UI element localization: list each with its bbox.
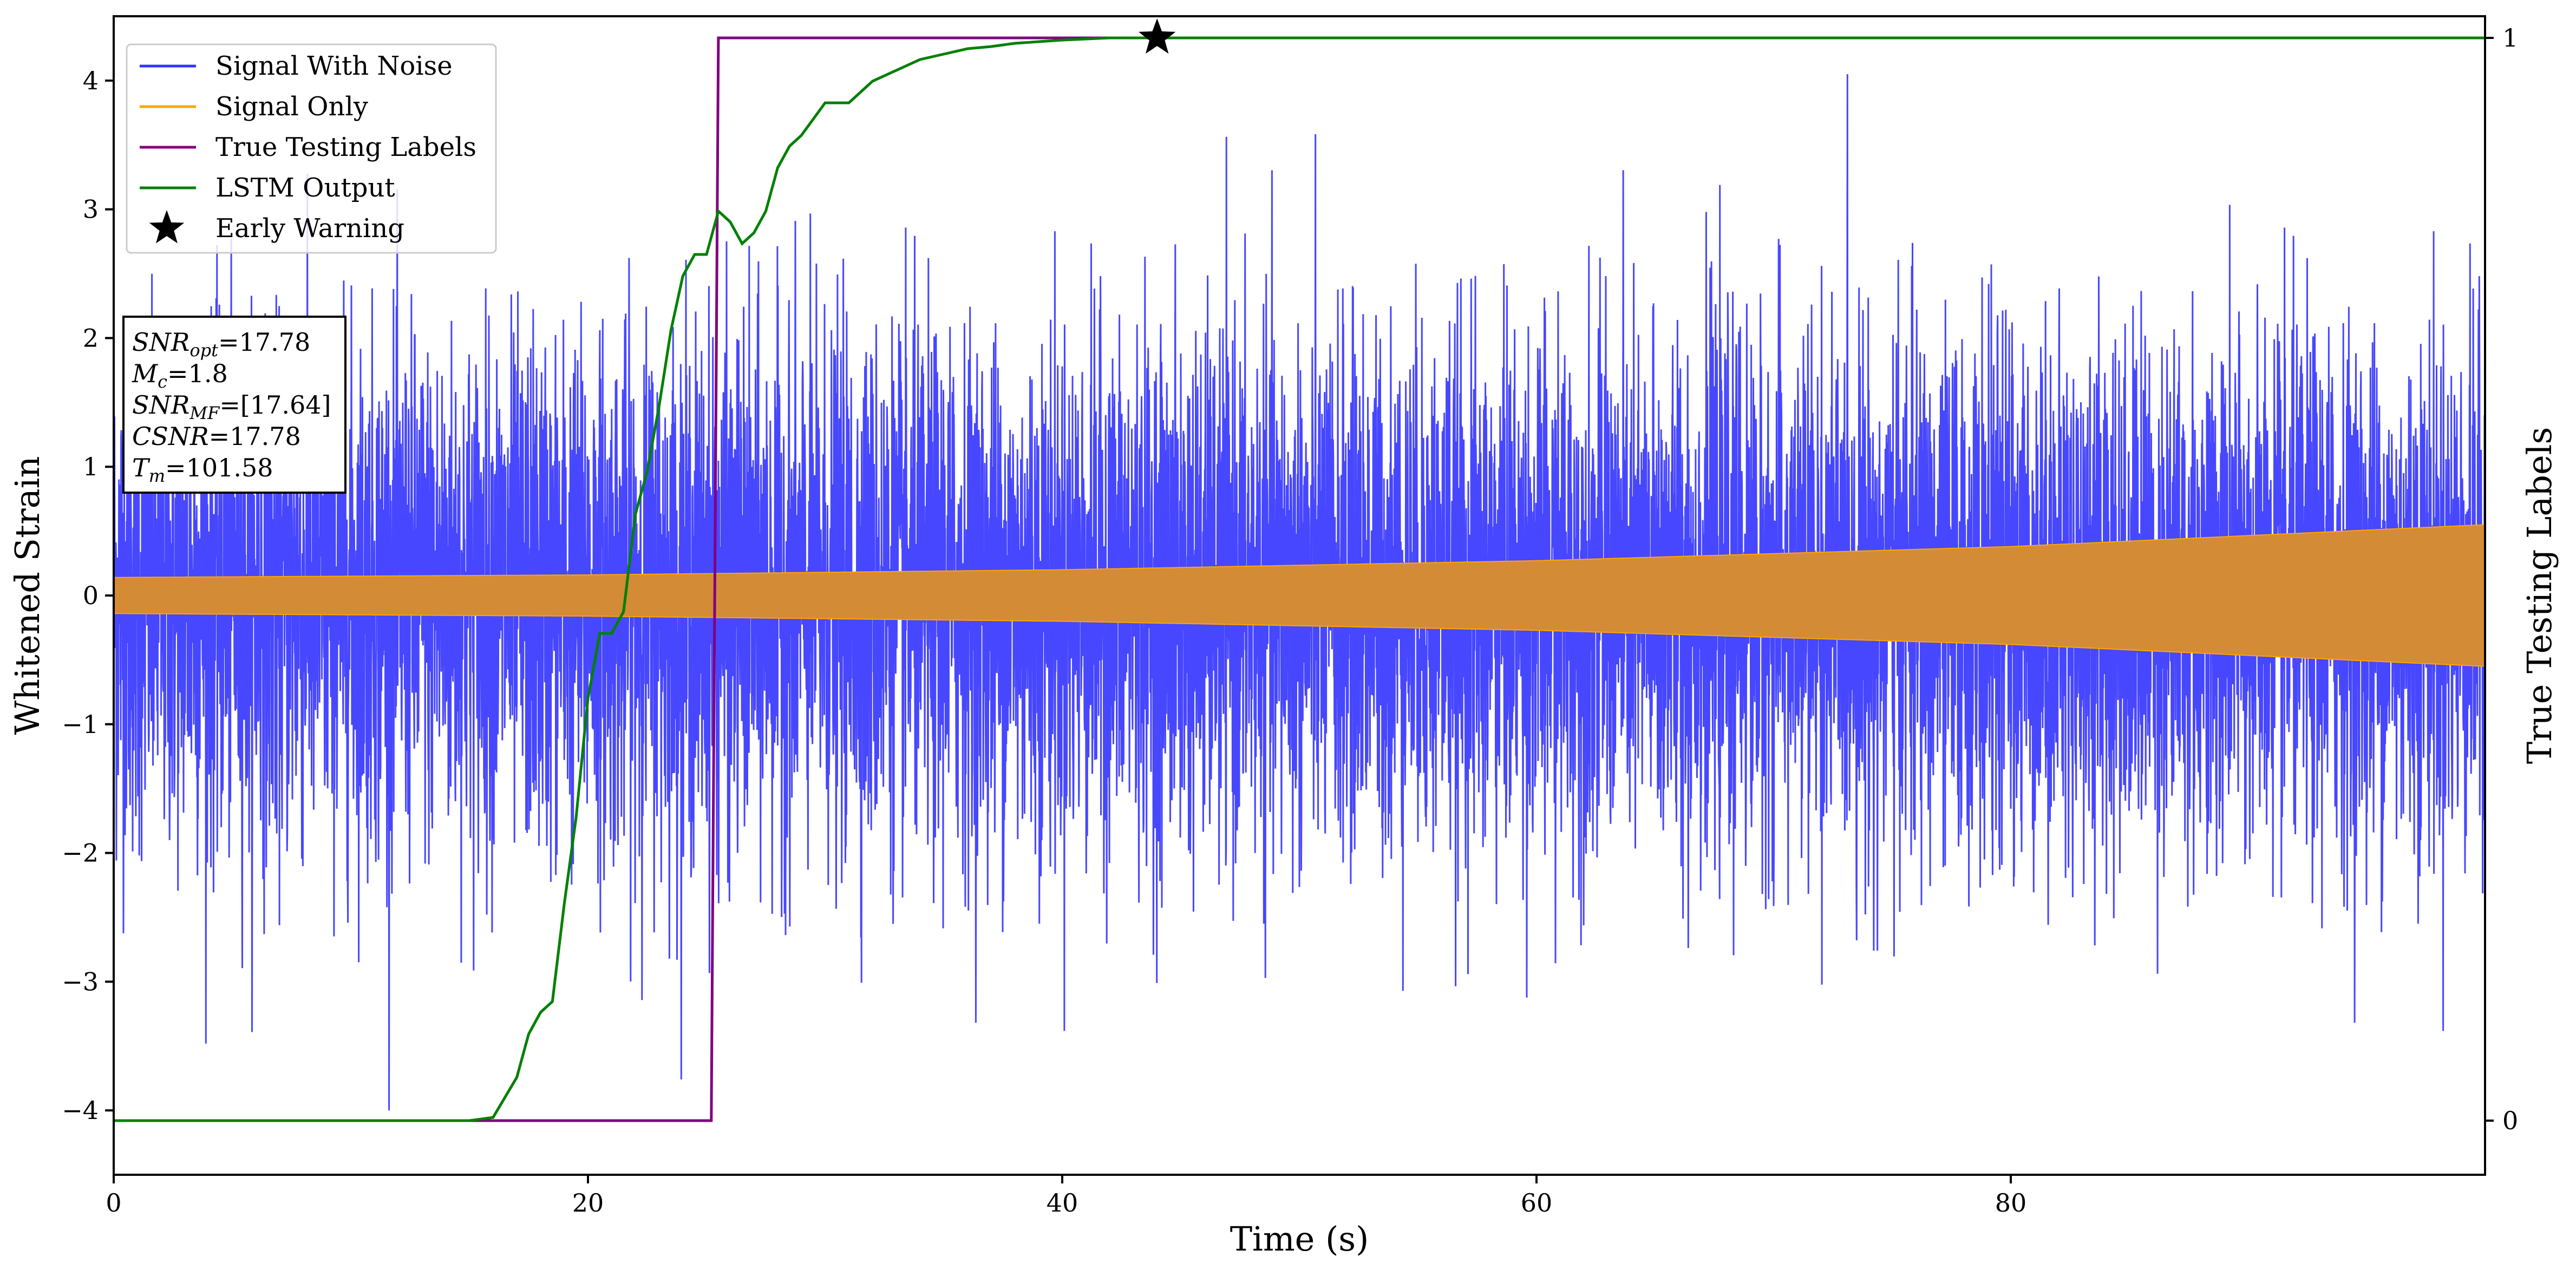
y-tick-label: −2 bbox=[62, 839, 99, 868]
legend-label: Signal Only bbox=[215, 91, 368, 122]
legend-box bbox=[126, 43, 497, 254]
series-lstm-output bbox=[114, 36, 2485, 1122]
annotation-line: CSNR=17.78 bbox=[132, 422, 301, 451]
y-right-tick-label: 0 bbox=[2502, 1106, 2518, 1135]
legend: Signal With Noise Signal Only True Testing… bbox=[126, 43, 497, 254]
x-axis-title: Time (s) bbox=[1230, 1219, 1369, 1259]
y-tick-label: 3 bbox=[83, 195, 99, 224]
y-axis-title: Whitened Strain bbox=[8, 456, 47, 735]
early-warning-marker bbox=[1139, 18, 1176, 54]
annotation-line: Tm=101.58 bbox=[132, 453, 273, 486]
x-tick-label: 40 bbox=[1047, 1188, 1078, 1218]
annotation-frame bbox=[122, 316, 346, 494]
legend-label: True Testing Labels bbox=[215, 132, 476, 162]
annotation-box: SNRopt=17.78Mc=1.8SNRMF=[17.64]CSNR=17.7… bbox=[122, 316, 346, 494]
y-tick-label: 2 bbox=[83, 323, 99, 352]
y-right-axis-title: True Testing Labels bbox=[2520, 427, 2559, 764]
y-tick-label: −4 bbox=[62, 1096, 99, 1125]
annotation-line: Mc=1.8 bbox=[132, 359, 228, 392]
y-tick-label: 4 bbox=[83, 66, 99, 95]
legend-label: Early Warning bbox=[215, 213, 404, 244]
x-tick-label: 20 bbox=[572, 1188, 604, 1218]
x-tick-label: 0 bbox=[106, 1188, 121, 1218]
legend-label: Signal With Noise bbox=[215, 51, 453, 81]
y-tick-label: −1 bbox=[62, 710, 99, 739]
legend-marker-star bbox=[149, 210, 185, 244]
legend-label: LSTM Output bbox=[215, 173, 395, 203]
y-tick-label: −3 bbox=[62, 967, 99, 996]
x-tick-label: 80 bbox=[1995, 1188, 2027, 1218]
annotation-line: SNRopt=17.78 bbox=[132, 328, 310, 361]
y-right-tick-label: 1 bbox=[2502, 23, 2518, 53]
y-tick-label: 0 bbox=[83, 581, 99, 610]
y-tick-label: 1 bbox=[83, 452, 99, 481]
series-layer bbox=[114, 36, 2485, 1122]
series-signal-only bbox=[114, 524, 2485, 667]
x-tick-label: 60 bbox=[1521, 1188, 1553, 1218]
annotation-line: SNRMF=[17.64] bbox=[132, 390, 331, 423]
